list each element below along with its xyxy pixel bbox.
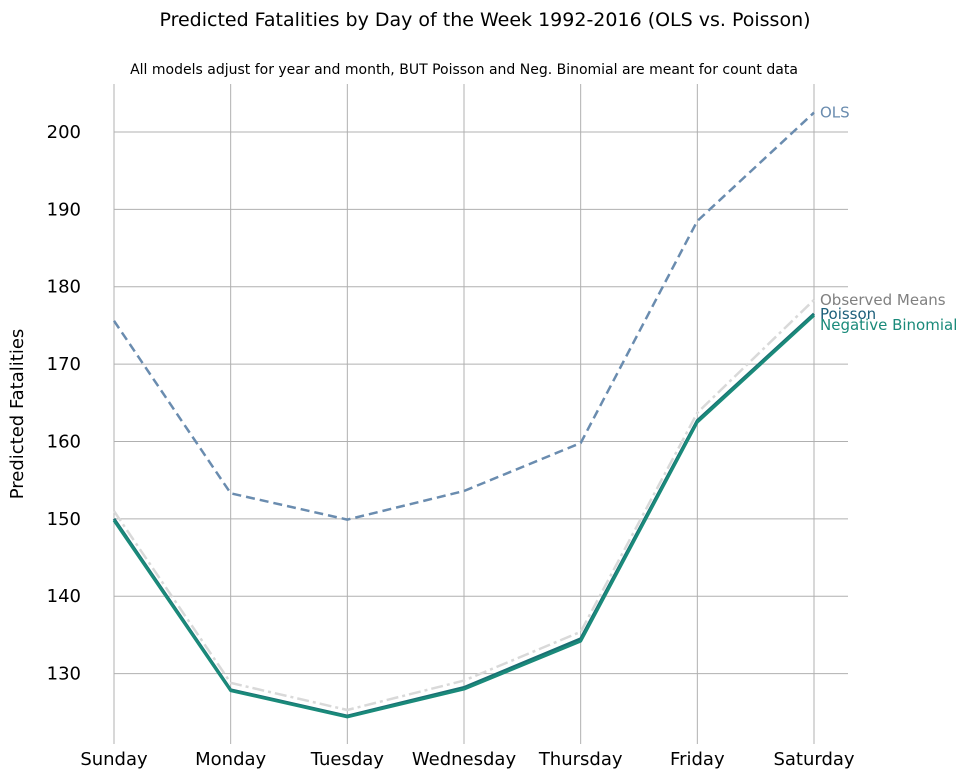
series-layer [112,111,816,719]
y-tick-label: 150 [47,509,81,530]
chart-subtitle: All models adjust for year and month, BU… [130,62,798,78]
series-line-observed-means [112,299,815,712]
x-tick-label-monday: Monday [195,749,266,770]
x-tick-label-sunday: Sunday [80,749,148,770]
y-axis-label: Predicted Fatalities [7,329,28,500]
series-label-observed-means: Observed Means [820,291,946,309]
x-tick-label-wednesday: Wednesday [412,749,517,770]
y-tick-label: 160 [47,431,81,452]
series-label-negative-binomial: Negative Binomial [820,316,957,334]
tick-layer: 130 140 150 160 170 180 190 200 Sunday Monday Tues… [47,122,855,770]
x-tick-label-saturday: Saturday [773,749,854,770]
chart-title: Predicted Fatalities by Day of the Week … [159,9,810,31]
y-tick-label: 130 [47,664,81,685]
series-line-negative-binomial [112,314,816,719]
x-tick-label-tuesday: Tuesday [310,749,385,770]
series-label-poisson: Poisson [820,305,876,323]
x-tick-label-friday: Friday [670,749,725,770]
grid-layer [113,84,848,744]
y-tick-label: 170 [47,354,81,375]
y-tick-label: 180 [47,277,81,298]
series-label-ols: OLS [820,104,850,122]
x-tick-label-thursday: Thursday [538,749,623,770]
y-tick-label: 190 [47,199,81,220]
y-tick-label: 200 [47,122,81,143]
y-tick-label: 140 [47,586,81,607]
